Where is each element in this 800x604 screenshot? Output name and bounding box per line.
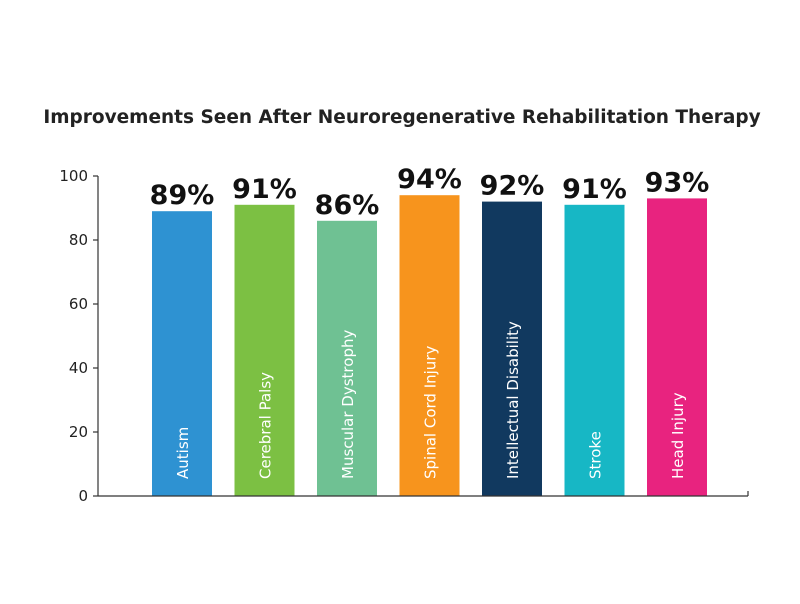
y-tick-label: 40 — [69, 359, 88, 377]
data-label: 91% — [562, 174, 627, 205]
data-label: 93% — [645, 167, 710, 198]
data-label: 86% — [315, 190, 380, 221]
category-label: Intellectual Disability — [504, 321, 522, 479]
category-label: Cerebral Palsy — [257, 372, 275, 479]
bar-head-injury — [647, 198, 707, 496]
bars: 89% Autism 91% Cerebral Palsy 86% Muscular Dy… — [150, 164, 710, 497]
data-label: 91% — [232, 174, 297, 205]
bar-muscular-dystrophy — [317, 220, 377, 497]
category-label: Muscular Dystrophy — [339, 330, 357, 479]
y-tick-label: 60 — [69, 295, 88, 313]
chart-title: Improvements Seen After Neuroregenerativ… — [43, 107, 760, 128]
y-tick-label: 0 — [78, 487, 88, 505]
bar-stroke — [564, 204, 625, 497]
bar-intellectual-disability — [482, 201, 542, 496]
data-label: 94% — [397, 164, 462, 195]
bar-autism — [152, 211, 212, 496]
category-label: Spinal Cord Injury — [422, 346, 440, 479]
y-tick-label: 80 — [69, 231, 88, 249]
data-label: 92% — [480, 171, 545, 202]
category-label: Autism — [174, 427, 192, 479]
y-tick-label: 20 — [69, 423, 88, 441]
bar-cerebral-palsy — [234, 204, 295, 497]
data-label: 89% — [150, 180, 215, 211]
y-axis: 0 20 40 60 80 100 — [59, 167, 99, 505]
bar-spinal-cord-injury — [399, 195, 460, 496]
category-label: Head Injury — [669, 392, 687, 479]
category-label: Stroke — [587, 431, 605, 479]
y-tick-label: 100 — [59, 167, 88, 185]
